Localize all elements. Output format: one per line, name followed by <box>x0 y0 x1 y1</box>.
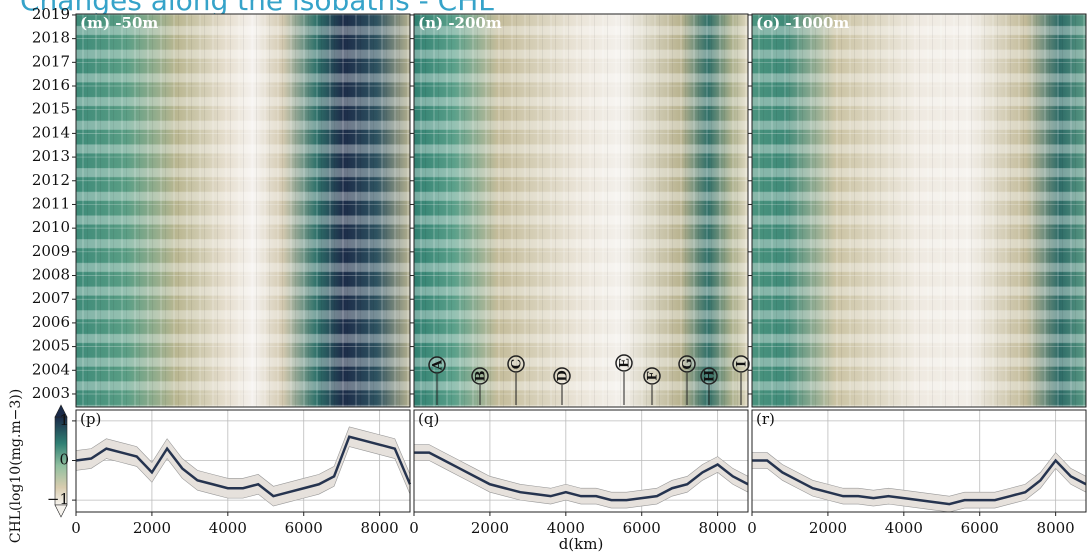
y-tick-label: 2014 <box>32 123 70 141</box>
x-tick-label: 6000 <box>961 519 999 537</box>
x-tick-label: 8000 <box>361 519 399 537</box>
y-tick-label: 2006 <box>32 313 70 331</box>
y-tick-label: 0 <box>59 451 69 469</box>
x-axis-label: d(km) <box>559 535 604 553</box>
heatmap-texture <box>414 14 748 407</box>
panel-title: (m) -50m <box>80 14 158 32</box>
heatmap-texture <box>752 14 1086 407</box>
y-tick-label: 2009 <box>32 242 70 260</box>
y-tick-label: 2018 <box>32 29 70 47</box>
panel-title: (q) <box>418 410 439 428</box>
x-tick-label: 4000 <box>547 519 585 537</box>
y-tick-label: 2012 <box>32 171 70 189</box>
x-tick-label: 8000 <box>1037 519 1075 537</box>
x-tick-label: 4000 <box>885 519 923 537</box>
colorbar-label: CHL(log10(mg.m−3)) <box>8 389 24 543</box>
y-tick-label: 2019 <box>32 5 70 23</box>
figure: Changes along the isobaths - CHL CHL(log… <box>0 0 1088 554</box>
x-tick-label: 4000 <box>209 519 247 537</box>
panel-title: (o) -1000m <box>756 14 849 32</box>
y-tick-label: 2011 <box>32 194 70 212</box>
x-tick-label: 6000 <box>285 519 323 537</box>
y-tick-label: 2003 <box>32 384 70 402</box>
annotation-label: G <box>681 358 696 369</box>
x-tick-label: 2000 <box>133 519 171 537</box>
panel-title: (p) <box>80 410 101 428</box>
annotation-label: F <box>646 371 661 381</box>
x-tick-label: 0 <box>71 519 81 537</box>
y-tick-label: 2008 <box>32 266 70 284</box>
annotation-label: A <box>431 359 446 371</box>
y-tick-label: 2004 <box>32 360 70 378</box>
annotation-label: B <box>474 371 489 382</box>
y-tick-label: 2007 <box>32 289 70 307</box>
y-tick-label: 2013 <box>32 147 70 165</box>
x-tick-label: 0 <box>409 519 419 537</box>
x-tick-label: 6000 <box>623 519 661 537</box>
x-tick-label: 0 <box>747 519 757 537</box>
x-tick-label: 8000 <box>699 519 737 537</box>
y-tick-label: 2017 <box>32 52 70 70</box>
y-tick-label: 1 <box>59 411 69 429</box>
y-tick-label: −1 <box>47 490 69 508</box>
panel-title: (r) <box>756 410 775 428</box>
y-tick-label: 2010 <box>32 218 70 236</box>
y-tick-label: 2015 <box>32 100 70 118</box>
annotation-label: C <box>510 359 525 369</box>
y-tick-label: 2005 <box>32 337 70 355</box>
annotation-label: E <box>618 358 633 368</box>
annotation-label: I <box>735 361 750 367</box>
x-tick-label: 2000 <box>471 519 509 537</box>
y-tick-label: 2016 <box>32 76 70 94</box>
annotation-label: D <box>556 370 571 381</box>
heatmap-texture <box>76 14 410 407</box>
panel-title: (n) -200m <box>418 14 502 32</box>
annotation-label: H <box>703 370 718 382</box>
x-tick-label: 2000 <box>809 519 847 537</box>
